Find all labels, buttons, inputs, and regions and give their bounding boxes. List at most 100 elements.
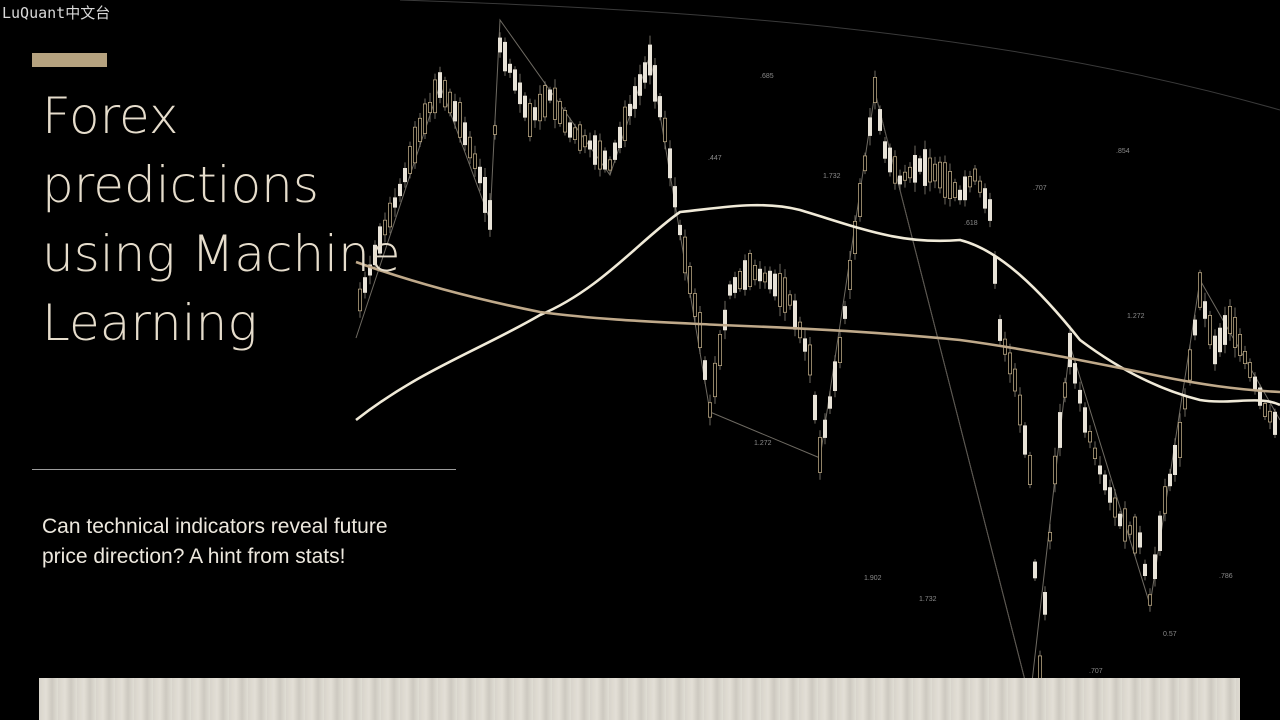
candle-body [783, 277, 788, 313]
fib-label: 1.272 [754, 440, 772, 447]
title-line-2: predictions [42, 156, 319, 214]
candle-body [452, 101, 457, 122]
candle-body [873, 77, 878, 104]
candle-body [432, 79, 437, 114]
candle-body [883, 141, 888, 159]
candle-body [618, 126, 623, 149]
candle-body [743, 260, 748, 290]
candle-body [1048, 532, 1053, 542]
candle-body [502, 41, 507, 72]
candle-body [437, 72, 442, 98]
candle-body [773, 273, 778, 297]
candle-body [1218, 327, 1223, 353]
candle-body [1163, 486, 1168, 514]
candle-body [928, 157, 933, 183]
candle-body [497, 37, 502, 53]
candle-body [1188, 349, 1193, 381]
candle-body [538, 93, 543, 122]
candle-body [948, 171, 953, 200]
candle-body [1203, 301, 1208, 319]
candle-body [1193, 319, 1198, 336]
candle-body [653, 65, 658, 102]
candle-body [487, 200, 492, 230]
candle-body [593, 135, 598, 165]
candle-body [568, 122, 573, 138]
candle-body [798, 321, 803, 339]
subtitle-line-2: price direction? A hint from stats! [42, 545, 346, 568]
fast-moving-average [355, 203, 1280, 422]
candle-body [613, 142, 618, 160]
candle-body [1178, 421, 1183, 458]
candle-body [963, 176, 968, 201]
candle-body [888, 147, 893, 173]
candle-body [718, 333, 723, 366]
candle-body [578, 124, 583, 151]
candle-body [683, 236, 688, 274]
candle-body [993, 256, 998, 284]
fib-label: .685 [760, 73, 774, 80]
candle-body [723, 309, 728, 331]
candle-body [482, 176, 487, 213]
candle-body [588, 140, 593, 150]
candle-body [583, 135, 588, 148]
candle-body [1148, 594, 1153, 606]
candle-body [558, 101, 563, 124]
title-line-3: using Machine [42, 225, 401, 283]
candle-body [382, 219, 387, 236]
candle-body [633, 86, 638, 109]
candle-body [658, 96, 663, 118]
candle-body [748, 252, 753, 287]
candle-body [813, 394, 818, 421]
candle-body [853, 220, 858, 254]
candle-body [528, 103, 533, 137]
candle-body [953, 182, 958, 198]
slide-subtitle: Can technical indicators reveal future p… [42, 512, 482, 572]
candle-body [733, 277, 738, 293]
candle-body [1013, 368, 1018, 392]
title-line-4: Learning [42, 294, 258, 352]
candle-body [833, 361, 838, 391]
candle-body [898, 175, 903, 185]
candle-body [983, 188, 988, 209]
candle-body [708, 402, 713, 418]
candle-body [543, 85, 548, 118]
channel-watermark: LuQuant中文台 [2, 4, 111, 22]
candle-body [1198, 272, 1203, 308]
candle-body [397, 183, 402, 197]
candle-body [1053, 455, 1058, 485]
candle-body [843, 306, 848, 319]
candle-body [1083, 407, 1088, 433]
trend-line [874, 91, 1031, 701]
candle-body [1263, 403, 1268, 417]
candle-body [362, 277, 367, 293]
chart-trend-lines [355, 0, 1280, 701]
candle-body [608, 159, 613, 171]
candle-body [1058, 412, 1063, 448]
candle-body [763, 272, 768, 283]
title-accent-bar [32, 53, 107, 67]
candle-body [868, 117, 873, 136]
candle-body [1153, 554, 1158, 579]
candle-body [808, 344, 813, 376]
candle-body [457, 102, 462, 138]
candle-body [1268, 410, 1273, 423]
candle-body [818, 437, 823, 473]
candle-body [1063, 382, 1068, 398]
candle-body [903, 171, 908, 181]
candle-body [758, 268, 763, 282]
fib-label: 1.732 [919, 596, 937, 603]
candle-body [523, 95, 528, 118]
candle-body [943, 162, 948, 198]
candle-body [1068, 332, 1073, 368]
candle-body [673, 186, 678, 208]
candle-body [923, 149, 928, 186]
chart-candles [357, 32, 1278, 690]
candle-body [693, 293, 698, 317]
candle-body [958, 189, 963, 201]
candle-body [698, 312, 703, 348]
candle-body [392, 197, 397, 208]
candle-body [1258, 387, 1263, 406]
candle-body [1173, 444, 1178, 475]
